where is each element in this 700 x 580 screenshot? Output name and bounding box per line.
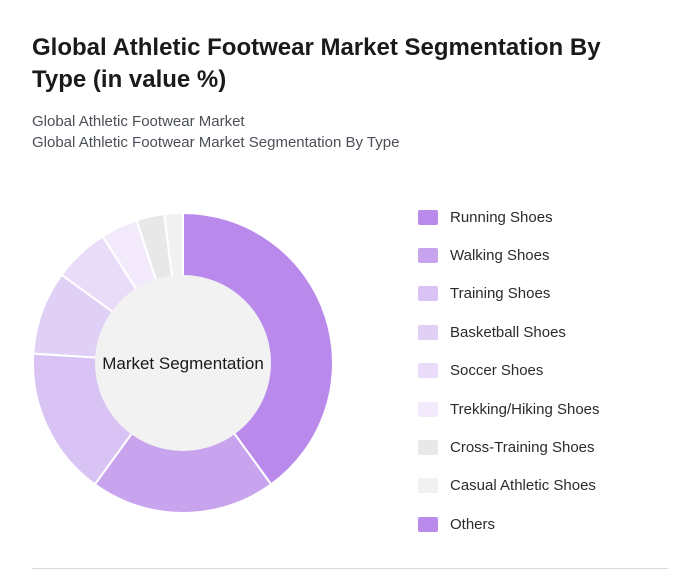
legend-item[interactable]: Training Shoes — [418, 275, 600, 313]
chart-subtitle-market: Global Athletic Footwear Market — [32, 113, 245, 130]
legend-item[interactable]: Running Shoes — [418, 198, 600, 236]
legend-item[interactable]: Casual Athletic Shoes — [418, 467, 600, 505]
legend-item[interactable]: Trekking/Hiking Shoes — [418, 390, 600, 428]
legend-item[interactable]: Basketball Shoes — [418, 313, 600, 351]
legend-label: Walking Shoes — [450, 247, 550, 265]
legend-swatch — [418, 478, 438, 494]
legend-item[interactable]: Walking Shoes — [418, 236, 600, 274]
donut-chart: Market Segmentation — [32, 211, 334, 514]
legend-item[interactable]: Soccer Shoes — [418, 352, 600, 390]
chart-title: Global Athletic Footwear Market Segmenta… — [32, 34, 601, 93]
legend-label: Casual Athletic Shoes — [450, 477, 596, 495]
legend-label: Running Shoes — [450, 208, 553, 226]
legend-label: Cross-Training Shoes — [450, 439, 595, 457]
legend-swatch — [418, 286, 438, 302]
legend-swatch — [418, 209, 438, 225]
donut-center-label: Market Segmentation — [102, 354, 264, 373]
legend-swatch — [418, 363, 438, 379]
chart-legend: Running Shoes Walking Shoes Training Shoes… — [418, 198, 600, 544]
legend-item[interactable]: Cross-Training Shoes — [418, 428, 600, 466]
legend-swatch — [418, 516, 438, 532]
legend-label: Soccer Shoes — [450, 362, 544, 380]
legend-swatch — [418, 248, 438, 264]
donut-hole — [95, 275, 271, 451]
legend-swatch — [418, 401, 438, 417]
legend-label: Basketball Shoes — [450, 323, 566, 341]
divider — [32, 568, 668, 569]
legend-label: Training Shoes — [450, 285, 551, 303]
legend-swatch — [418, 440, 438, 456]
legend-item[interactable]: Others — [418, 505, 600, 543]
legend-label: Others — [450, 515, 496, 533]
legend-swatch — [418, 324, 438, 340]
legend-label: Trekking/Hiking Shoes — [450, 400, 600, 418]
chart-subtitle-segmentation: Global Athletic Footwear Market Segmenta… — [32, 134, 400, 151]
